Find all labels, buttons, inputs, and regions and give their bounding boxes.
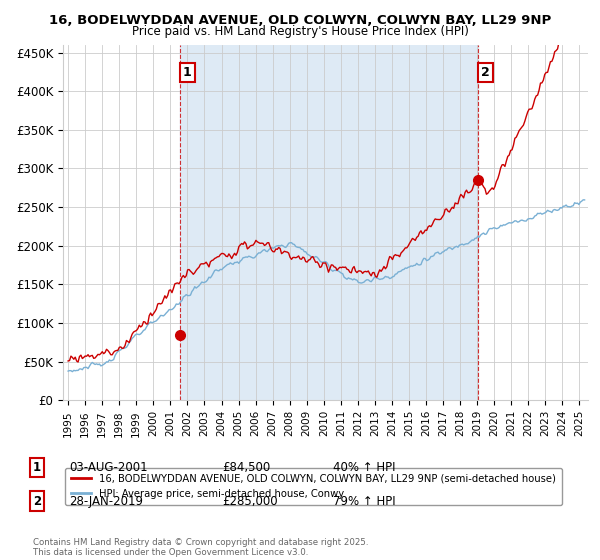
Text: 2: 2 [33,494,41,508]
Text: £84,500: £84,500 [222,461,270,474]
Text: Contains HM Land Registry data © Crown copyright and database right 2025.
This d: Contains HM Land Registry data © Crown c… [33,538,368,557]
Text: 03-AUG-2001: 03-AUG-2001 [69,461,148,474]
Text: 16, BODELWYDDAN AVENUE, OLD COLWYN, COLWYN BAY, LL29 9NP: 16, BODELWYDDAN AVENUE, OLD COLWYN, COLW… [49,14,551,27]
Text: 1: 1 [33,461,41,474]
Bar [180,45,478,400]
Legend: 16, BODELWYDDAN AVENUE, OLD COLWYN, COLWYN BAY, LL29 9NP (semi-detached house), : 16, BODELWYDDAN AVENUE, OLD COLWYN, COLW… [65,468,562,505]
Text: 2: 2 [481,66,490,79]
Text: 28-JAN-2019: 28-JAN-2019 [69,494,143,508]
Text: £285,000: £285,000 [222,494,278,508]
Text: 1: 1 [183,66,191,79]
Text: Price paid vs. HM Land Registry's House Price Index (HPI): Price paid vs. HM Land Registry's House … [131,25,469,38]
Text: 79% ↑ HPI: 79% ↑ HPI [333,494,395,508]
Text: 40% ↑ HPI: 40% ↑ HPI [333,461,395,474]
